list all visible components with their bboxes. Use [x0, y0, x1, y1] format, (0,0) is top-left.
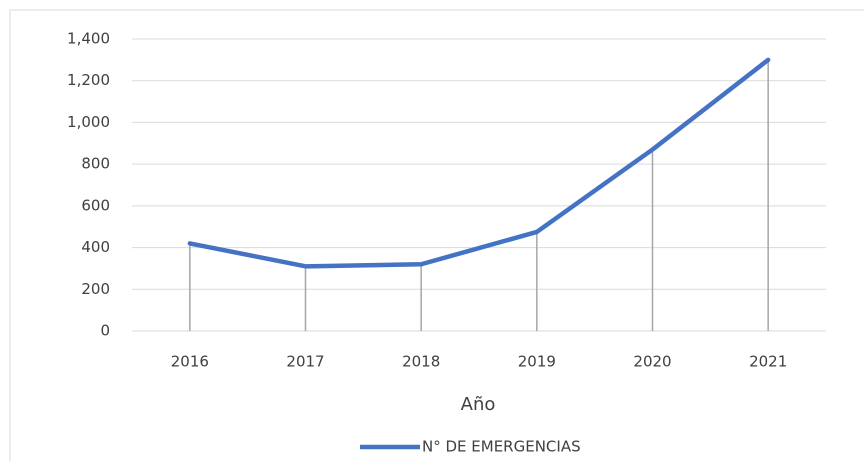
y-tick-label: 1,200	[67, 71, 110, 89]
y-tick-label: 600	[81, 196, 110, 214]
data-line	[187, 57, 771, 269]
y-tick-label: 400	[81, 238, 110, 256]
x-tick-label: 2016	[171, 353, 209, 371]
y-tick-label: 1,400	[67, 30, 110, 48]
y-tick-label: 800	[81, 155, 110, 173]
x-tick-label: 2018	[402, 353, 440, 371]
x-tick-label: 2021	[749, 353, 787, 371]
chart-frame	[9, 9, 864, 461]
x-tick-label: 2020	[633, 353, 671, 371]
y-tick-label: 200	[81, 280, 110, 298]
y-tick-label: 0	[100, 322, 110, 340]
x-tick-label: 2017	[286, 353, 324, 371]
legend-label: N° DE EMERGENCIAS	[422, 438, 581, 456]
x-tick-label: 2019	[518, 353, 556, 371]
y-tick-label: 1,000	[67, 113, 110, 131]
x-axis-label: Año	[461, 394, 496, 415]
